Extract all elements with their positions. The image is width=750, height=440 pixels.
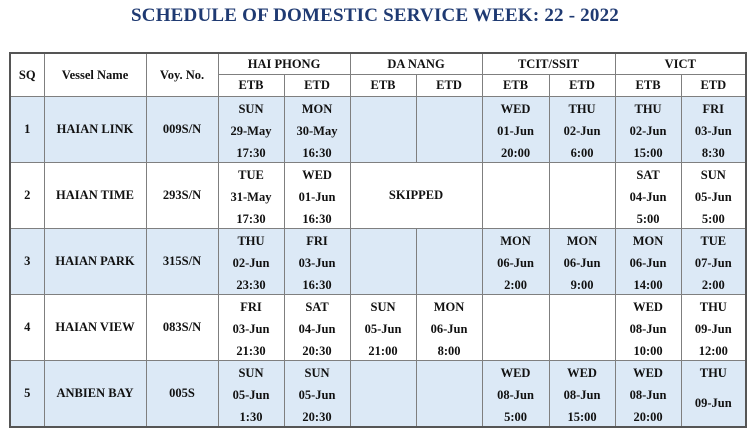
header-etd: ETD [415, 74, 483, 97]
table-row: 3 HAIAN PARK 315S/N THU 02-Jun 23:30 FRI 03… [9, 228, 747, 295]
sq-cell: 5 [9, 360, 45, 428]
header-etd: ETD [283, 74, 351, 97]
time-cell: WED 01-Jun 16:30 [283, 162, 351, 229]
vessel-cell: HAIAN LINK [43, 96, 147, 163]
header-etb: ETB [349, 74, 417, 97]
time-cell: WED 08-Jun 10:00 [614, 294, 682, 361]
time-cell: WED 08-Jun 15:00 [548, 360, 616, 428]
time-cell [481, 294, 550, 361]
time-cell: THU 09-Jun 12:00 [680, 294, 747, 361]
table-row: 4 HAIAN VIEW 083S/N FRI 03-Jun 21:30 SAT 04… [9, 294, 747, 361]
sq-cell: 1 [9, 96, 45, 163]
time-cell: MON 06-Jun 8:00 [415, 294, 483, 361]
header-row: SQ Vessel Name Voy. No. HAI PHONG DA NAN… [9, 52, 747, 97]
sq-cell: 2 [9, 162, 45, 229]
voy-cell: 005S [145, 360, 219, 428]
time-cell [548, 162, 616, 229]
time-cell [349, 96, 417, 163]
skipped-cell: SKIPPED [349, 162, 483, 229]
voy-cell: 315S/N [145, 228, 219, 295]
time-cell [415, 228, 483, 295]
time-cell: WED 08-Jun 5:00 [481, 360, 550, 428]
time-cell: SUN 29-May 17:30 [217, 96, 285, 163]
time-cell: MON 06-Jun 2:00 [481, 228, 550, 295]
time-cell: THU 02-Jun 23:30 [217, 228, 285, 295]
time-cell: FRI 03-Jun 16:30 [283, 228, 351, 295]
vessel-cell: HAIAN PARK [43, 228, 147, 295]
header-port-vict: VICT [614, 52, 747, 75]
voy-cell: 009S/N [145, 96, 219, 163]
time-cell: MON 06-Jun 14:00 [614, 228, 682, 295]
time-cell: SUN 05-Jun 5:00 [680, 162, 747, 229]
vessel-cell: HAIAN TIME [43, 162, 147, 229]
header-voy: Voy. No. [145, 52, 219, 97]
time-cell: SUN 05-Jun 20:30 [283, 360, 351, 428]
header-port-hai-phong: HAI PHONG [217, 52, 351, 75]
time-cell: SUN 05-Jun 21:00 [349, 294, 417, 361]
table-row: 2 HAIAN TIME 293S/N TUE 31-May 17:30 WED 01… [9, 162, 747, 229]
time-cell: FRI 03-Jun 8:30 [680, 96, 747, 163]
sq-cell: 4 [9, 294, 45, 361]
page-title: SCHEDULE OF DOMESTIC SERVICE WEEK: 22 - … [131, 5, 619, 26]
time-cell: WED 08-Jun 20:00 [614, 360, 682, 428]
time-cell [415, 96, 483, 163]
voy-cell: 083S/N [145, 294, 219, 361]
header-vessel: Vessel Name [43, 52, 147, 97]
table-row: 1 HAIAN LINK 009S/N SUN 29-May 17:30 MON 30… [9, 96, 747, 163]
time-cell [349, 360, 417, 428]
header-etd: ETD [680, 74, 747, 97]
header-etd: ETD [548, 74, 616, 97]
voy-cell: 293S/N [145, 162, 219, 229]
time-cell: MON 30-May 16:30 [283, 96, 351, 163]
time-cell: THU 09-Jun [680, 360, 747, 428]
sq-cell: 3 [9, 228, 45, 295]
header-etb: ETB [614, 74, 682, 97]
header-sq: SQ [9, 52, 45, 97]
time-cell: THU 02-Jun 15:00 [614, 96, 682, 163]
time-cell: SUN 05-Jun 1:30 [217, 360, 285, 428]
time-cell [548, 294, 616, 361]
time-cell [349, 228, 417, 295]
time-cell: MON 06-Jun 9:00 [548, 228, 616, 295]
time-cell [415, 360, 483, 428]
time-cell: SAT 04-Jun 5:00 [614, 162, 682, 229]
header-port-tcit: TCIT/SSIT [481, 52, 616, 75]
time-cell: WED 01-Jun 20:00 [481, 96, 550, 163]
time-cell: FRI 03-Jun 21:30 [217, 294, 285, 361]
subheader-row: ETB ETD ETB ETD ETB ETD ETB ETD [10, 74, 747, 97]
vessel-cell: HAIAN VIEW [43, 294, 147, 361]
time-cell [481, 162, 550, 229]
vessel-cell: ANBIEN BAY [43, 360, 147, 428]
time-cell: SAT 04-Jun 20:30 [283, 294, 351, 361]
time-cell: TUE 31-May 17:30 [217, 162, 285, 229]
time-cell: TUE 07-Jun 2:00 [680, 228, 747, 295]
header-etb: ETB [217, 74, 285, 97]
header-etb: ETB [481, 74, 550, 97]
table-row: 5 ANBIEN BAY 005S SUN 05-Jun 1:30 SUN 05-Ju… [9, 360, 747, 428]
schedule-table: SQ Vessel Name Voy. No. HAI PHONG DA NAN… [9, 52, 748, 428]
header-port-da-nang: DA NANG [349, 52, 483, 75]
time-cell: THU 02-Jun 6:00 [548, 96, 616, 163]
